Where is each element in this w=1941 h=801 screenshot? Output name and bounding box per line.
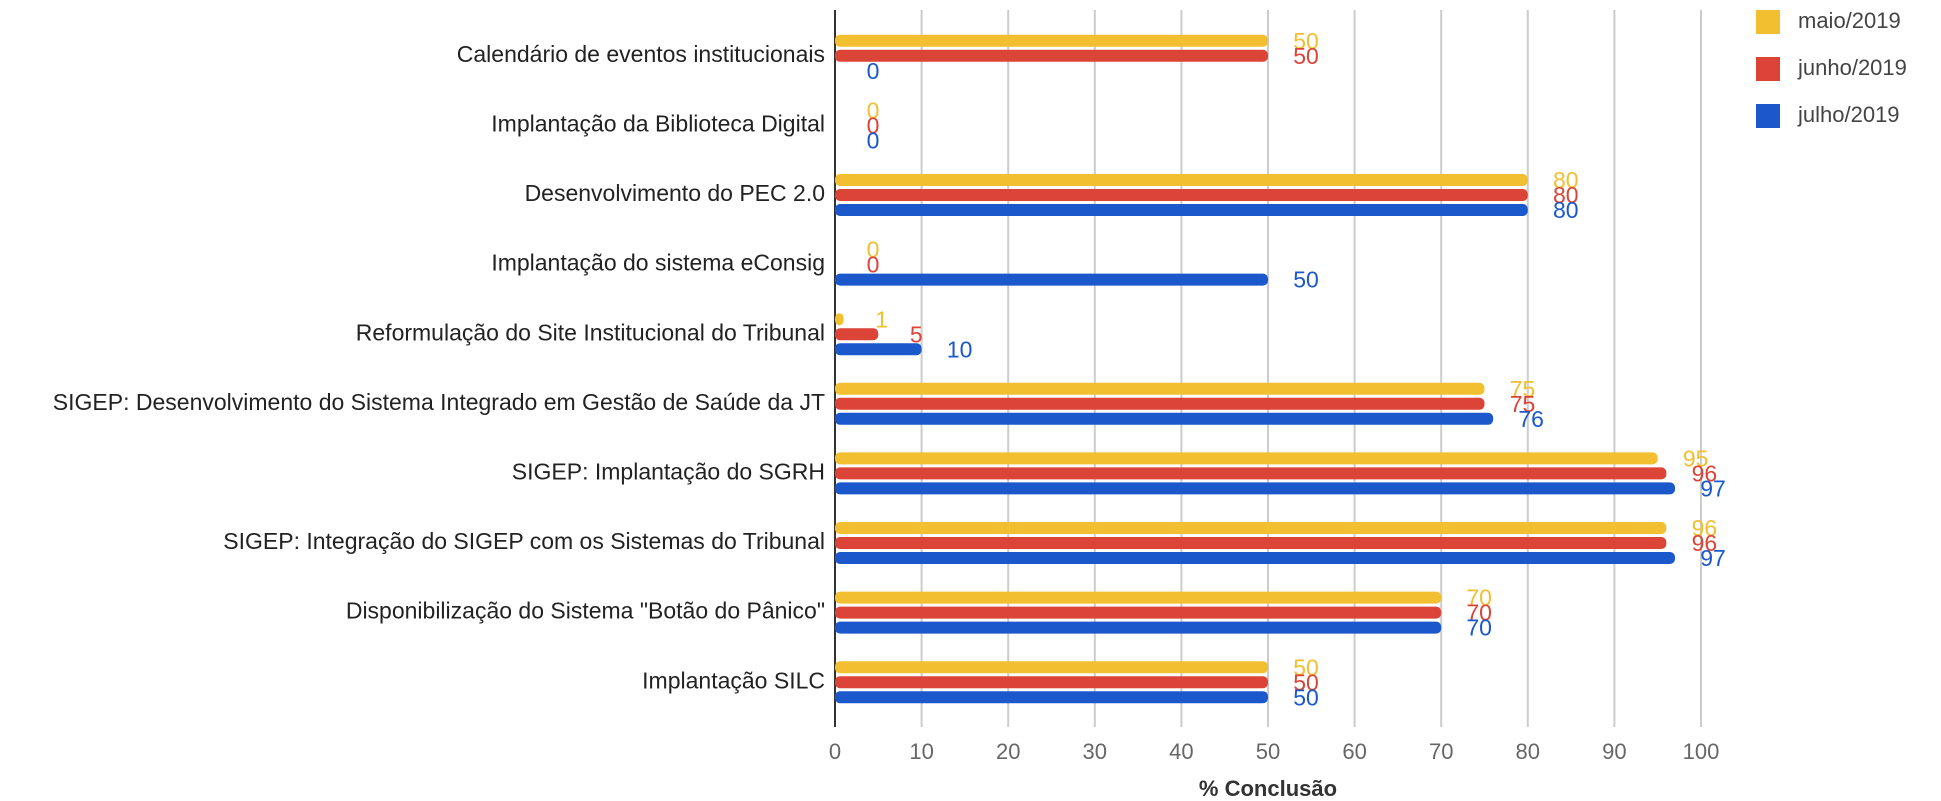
value-label: 10 [947,336,973,362]
x-tick-label: 40 [1169,739,1193,764]
bar [835,676,1268,689]
category-label: SIGEP: Integração do SIGEP com os Sistem… [223,528,825,554]
bar [835,482,1676,495]
value-label: 1 [875,306,888,332]
bar [835,452,1658,465]
value-label: 75 [1510,391,1536,417]
x-tick-label: 80 [1516,739,1540,764]
bar [835,537,1667,549]
bar [835,591,1442,604]
x-tick-label: 100 [1683,739,1720,764]
x-axis-title: % Conclusão [1199,776,1337,801]
value-label: 0 [867,112,880,138]
value-label: 5 [910,321,923,347]
value-label: 96 [1692,460,1718,486]
value-label: 50 [1293,669,1319,695]
bar [835,382,1485,395]
value-label: 76 [1518,406,1544,432]
value-label: 80 [1553,167,1579,193]
value-label: 97 [1700,545,1726,571]
category-label: Disponibilização do Sistema "Botão do Pâ… [346,598,825,624]
bar [835,691,1268,704]
bar [835,606,1442,619]
category-label: Implantação SILC [642,667,825,693]
value-label: 50 [1293,28,1319,54]
category-label: Implantação do sistema eConsig [491,250,825,276]
value-label: 0 [867,127,880,153]
value-label: 95 [1683,445,1709,471]
x-tick-label: 50 [1256,739,1280,764]
x-tick-label: 30 [1083,739,1107,764]
legend-swatch [1756,104,1780,128]
value-label: 50 [1293,654,1319,680]
bar [835,522,1667,534]
value-label: 70 [1466,615,1492,641]
legend-label: maio/2019 [1798,8,1901,33]
value-label: 96 [1692,515,1718,541]
bar [835,189,1528,201]
value-label: 0 [867,252,880,278]
legend-label: junho/2019 [1797,55,1907,80]
x-tick-label: 90 [1602,739,1626,764]
bar [835,343,922,356]
value-label: 0 [867,237,880,263]
x-tick-label: 0 [829,739,841,764]
category-label: SIGEP: Implantação do SGRH [512,458,825,484]
bar [835,661,1268,674]
legend-swatch [1756,57,1780,81]
value-label: 75 [1510,376,1536,402]
x-tick-label: 60 [1342,739,1366,764]
value-label: 50 [1293,267,1319,293]
bar [835,397,1485,410]
bar [835,467,1667,480]
bar [835,49,1268,62]
x-tick-label: 70 [1429,739,1453,764]
category-label: Desenvolvimento do PEC 2.0 [525,180,825,206]
value-label: 0 [867,58,880,84]
value-label: 70 [1466,600,1492,626]
x-tick-label: 10 [909,739,933,764]
value-label: 80 [1553,197,1579,223]
value-label: 96 [1692,530,1718,556]
value-label: 50 [1293,43,1319,69]
legend-label: julho/2019 [1797,102,1900,127]
category-label: Calendário de eventos institucionais [457,41,825,67]
bar [835,204,1528,216]
x-tick-label: 20 [996,739,1020,764]
bar [835,328,879,341]
bar [835,412,1494,425]
legend-swatch [1756,10,1780,34]
bar [835,552,1676,564]
value-label: 97 [1700,475,1726,501]
bar [835,34,1268,47]
category-label: Implantação da Biblioteca Digital [491,110,825,136]
bar [835,273,1268,286]
bar [835,313,844,326]
value-label: 80 [1553,182,1579,208]
bar [835,174,1528,186]
value-label: 50 [1293,684,1319,710]
category-label: SIGEP: Desenvolvimento do Sistema Integr… [53,389,825,415]
category-label: Reformulação do Site Institucional do Tr… [356,319,825,345]
value-label: 70 [1466,585,1492,611]
bar [835,621,1442,634]
value-label: 0 [867,97,880,123]
